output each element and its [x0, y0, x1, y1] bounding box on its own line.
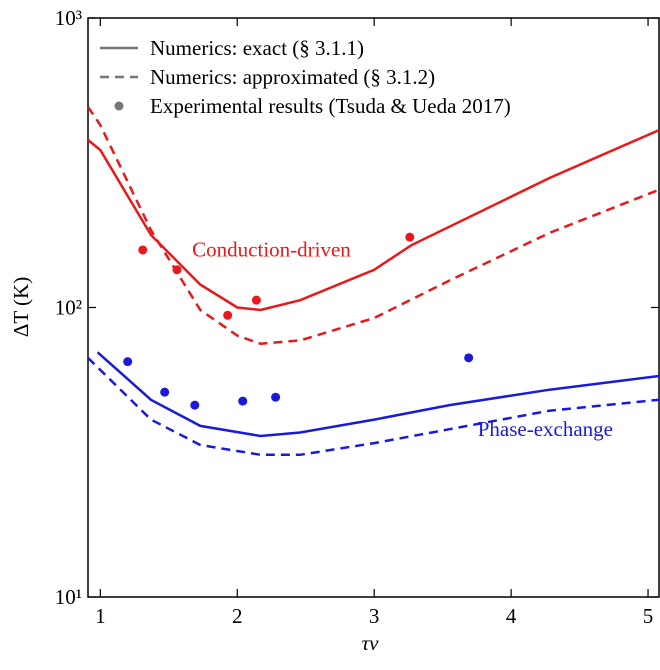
data-point — [160, 387, 170, 397]
y-tick-label: 10¹ — [55, 585, 82, 609]
data-point — [271, 392, 281, 402]
data-point — [223, 310, 233, 320]
data-point — [464, 353, 474, 363]
y-tick-label: 10² — [55, 296, 82, 320]
annotation: Phase-exchange — [478, 417, 613, 441]
x-tick-label: 1 — [95, 604, 106, 628]
x-tick-label: 5 — [643, 604, 654, 628]
x-tick-label: 2 — [232, 604, 243, 628]
legend-label: Experimental results (Tsuda & Ueda 2017) — [150, 94, 511, 118]
legend-label: Numerics: exact (§ 3.1.1) — [150, 36, 364, 60]
data-point — [251, 295, 261, 305]
annotation: Conduction-driven — [192, 238, 351, 262]
y-axis-label: ΔT (K) — [9, 277, 33, 337]
legend-symbol — [114, 101, 124, 111]
data-point — [138, 245, 148, 255]
data-point — [172, 265, 182, 275]
y-tick-label: 10³ — [55, 6, 82, 30]
data-point — [123, 357, 133, 367]
data-point — [405, 232, 415, 242]
series-line — [96, 351, 660, 438]
series-line — [87, 357, 660, 457]
series-line — [87, 128, 660, 312]
x-tick-label: 3 — [369, 604, 380, 628]
series-line — [86, 106, 660, 345]
x-tick-label: 4 — [506, 604, 517, 628]
x-axis-label: τν — [362, 631, 380, 655]
data-point — [190, 400, 200, 410]
data-point — [238, 396, 248, 406]
legend-label: Numerics: approximated (§ 3.1.2) — [150, 65, 435, 89]
